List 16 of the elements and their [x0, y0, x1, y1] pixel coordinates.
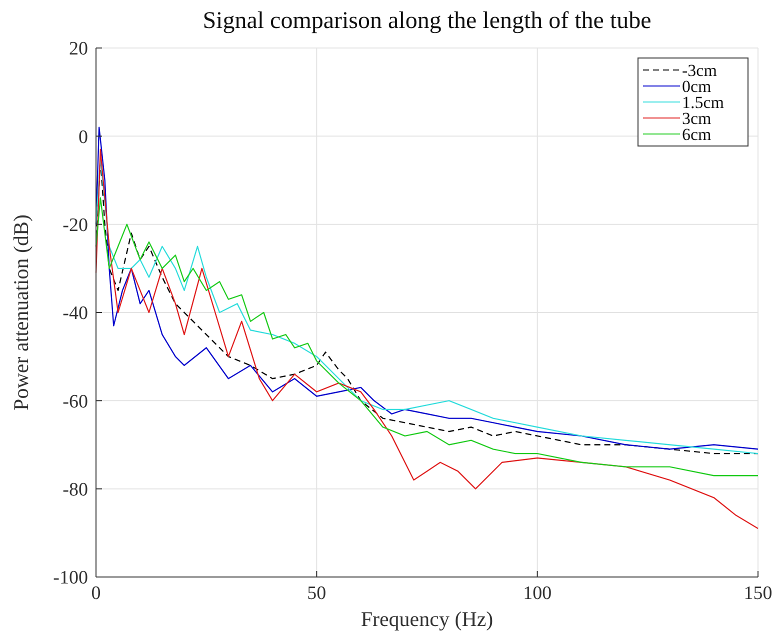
y-tick-label: -20 [62, 214, 88, 236]
y-tick-label: -100 [53, 568, 88, 589]
line-series [95, 148, 759, 530]
x-tick-label: 50 [307, 583, 326, 604]
x-tick-label: 0 [91, 583, 101, 604]
chart-title: Signal comparison along the length of the tube [202, 8, 652, 34]
y-tick-label: 20 [69, 38, 88, 60]
line-series [95, 197, 759, 476]
y-tick-label: 0 [78, 126, 88, 148]
x-axis-title: Frequency (Hz) [360, 607, 494, 631]
y-tick-label: -60 [62, 391, 88, 412]
x-tick-label: 150 [744, 583, 772, 604]
y-axis-title: Power attenuation (dB) [9, 214, 33, 410]
y-tick-label: -80 [62, 479, 88, 500]
y-tick-label: -40 [62, 303, 88, 324]
x-tick-label: 100 [523, 583, 552, 604]
